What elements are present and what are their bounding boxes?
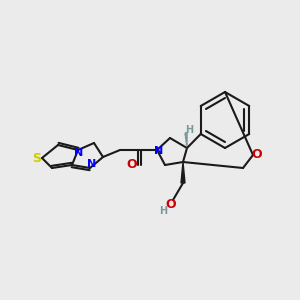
Text: S: S xyxy=(32,152,41,164)
Text: O: O xyxy=(127,158,137,172)
Polygon shape xyxy=(181,162,185,183)
Text: H: H xyxy=(185,125,193,135)
Text: O: O xyxy=(252,148,262,161)
Text: N: N xyxy=(74,148,84,158)
Text: H: H xyxy=(159,206,167,216)
Text: N: N xyxy=(154,146,164,156)
Text: N: N xyxy=(87,159,97,169)
Text: O: O xyxy=(166,199,176,212)
